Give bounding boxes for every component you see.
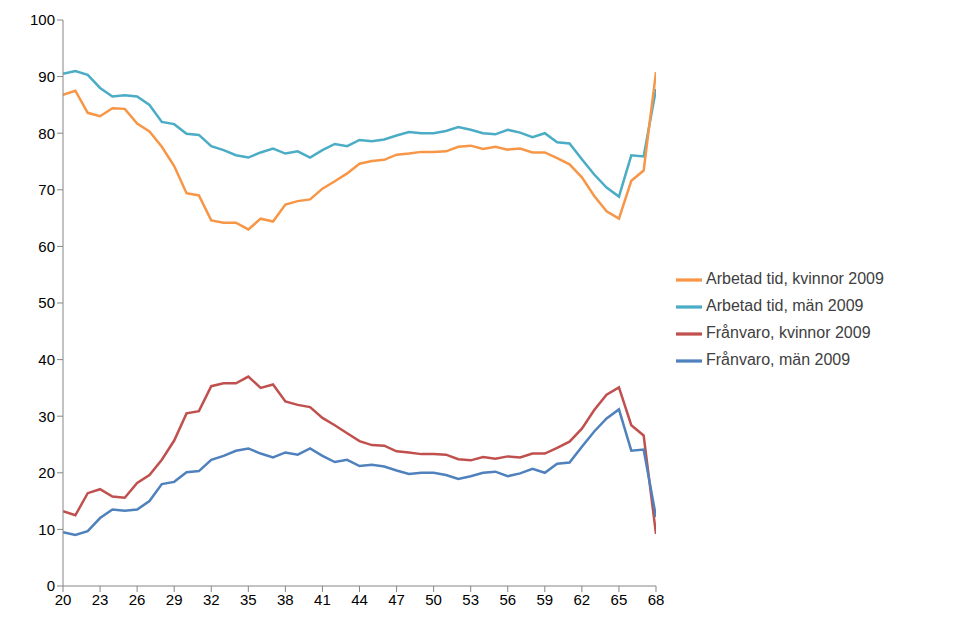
svg-text:70: 70 [38, 181, 55, 198]
svg-text:65: 65 [611, 591, 628, 608]
svg-text:50: 50 [38, 294, 55, 311]
html-text:Arbetad tid, kvinnor 2009: Arbetad tid, kvinnor 2009 [706, 270, 884, 288]
svg-text:30: 30 [38, 408, 55, 425]
svg-text:59: 59 [536, 591, 553, 608]
svg-text:40: 40 [38, 351, 55, 368]
html-text:Frånvaro, kvinnor 2009: Frånvaro, kvinnor 2009 [706, 324, 871, 341]
svg-text:35: 35 [240, 591, 257, 608]
svg-text:100: 100 [30, 11, 55, 28]
svg-text:10: 10 [38, 521, 55, 538]
svg-text:56: 56 [499, 591, 516, 608]
svg-text:20: 20 [38, 464, 55, 481]
svg-text:26: 26 [129, 591, 146, 608]
svg-text:47: 47 [388, 591, 405, 608]
svg-text:68: 68 [648, 591, 665, 608]
svg-text:23: 23 [92, 591, 109, 608]
svg-text:38: 38 [277, 591, 294, 608]
svg-text:50: 50 [425, 591, 442, 608]
svg-text:80: 80 [38, 125, 55, 142]
svg-text:20: 20 [55, 591, 72, 608]
html-text:Arbetad tid, män 2009: Arbetad tid, män 2009 [706, 297, 864, 315]
svg-text:41: 41 [314, 591, 331, 608]
svg-text:32: 32 [203, 591, 220, 608]
svg-text:44: 44 [351, 591, 368, 608]
svg-text:53: 53 [462, 591, 479, 608]
html-text:Frånvaro, män 2009: Frånvaro, män 2009 [706, 350, 851, 368]
svg-text:60: 60 [38, 238, 55, 255]
svg-text:62: 62 [574, 591, 591, 608]
svg-text:29: 29 [166, 591, 183, 608]
svg-text:90: 90 [38, 68, 55, 85]
svg-text:0: 0 [47, 577, 55, 594]
